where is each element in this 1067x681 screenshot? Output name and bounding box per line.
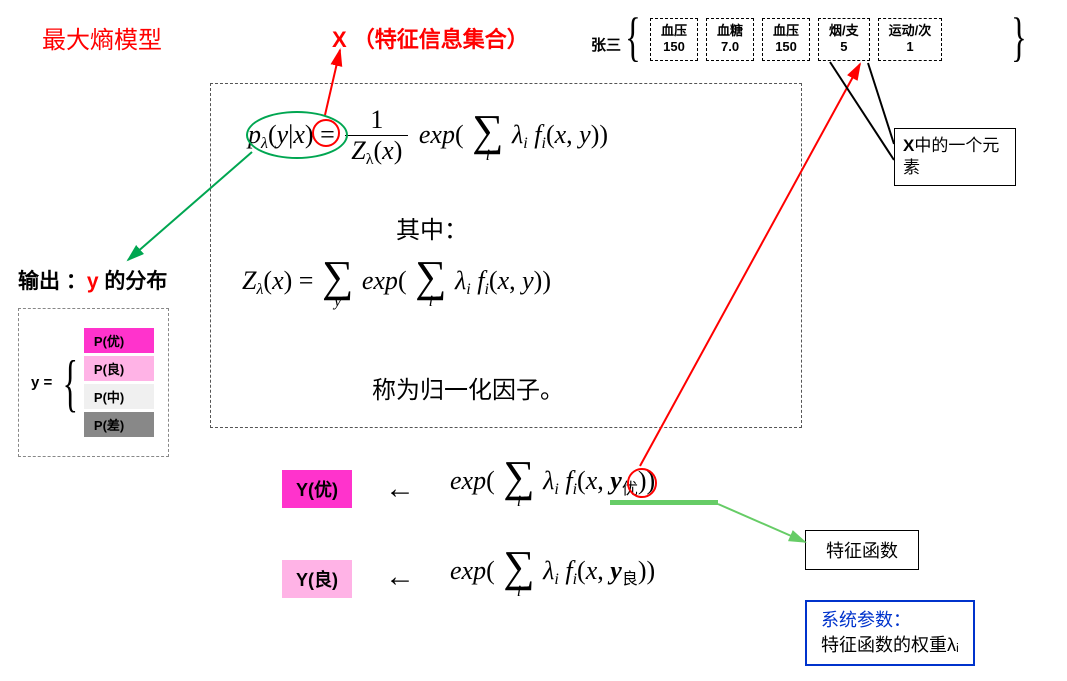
x-element-note: XX中的一个元素中的一个元素 — [894, 128, 1016, 186]
green-underline-annotation — [610, 500, 718, 505]
qizhong-label: 其中： — [396, 210, 468, 245]
arrow-left-icon: ← — [385, 560, 415, 594]
p-item: P(优) — [84, 328, 154, 353]
feature-function-note: 特征函数 — [805, 530, 919, 570]
feature-box: 血压 150 — [650, 18, 698, 61]
output-label: 输出 ：y 的分布 — [18, 265, 167, 295]
p-item: P(差) — [84, 412, 154, 437]
brace-icon: { — [62, 346, 77, 420]
x-feature-label: X （特征信息集合） — [332, 22, 529, 54]
y-distribution-box: y = { P(优) P(良) P(中) P(差) — [18, 308, 169, 457]
feature-box: 烟/支 5 — [818, 18, 870, 61]
system-param-note: 系统参数： 特征函数的权重λᵢ — [805, 600, 975, 666]
y-equals: y = — [31, 374, 52, 391]
feature-box: 血压 150 — [762, 18, 810, 61]
feature-box: 血糖 7.0 — [706, 18, 754, 61]
page-title: 最大熵模型 — [42, 20, 162, 55]
person-name: 张三 — [591, 34, 621, 55]
red-circle-x2-icon — [627, 468, 657, 498]
arrow-left-icon: ← — [385, 472, 415, 506]
output-suffix: 的分布 — [99, 270, 168, 293]
sys-param-body: 特征函数的权重λᵢ — [821, 635, 959, 655]
formula-exp-liang: exp( ∑i λi fi(x, y良)) — [450, 545, 655, 601]
y-tag-liang: Y(良) — [282, 560, 352, 598]
p-item: P(中) — [84, 384, 154, 409]
brace-right-icon: } — [1011, 10, 1027, 64]
feature-box-row: 血压 150血糖 7.0血压 150烟/支 5运动/次 1 — [650, 18, 942, 61]
normalization-label: 称为归一化因子。 — [372, 370, 564, 405]
feature-box: 运动/次 1 — [878, 18, 943, 61]
formula-z-lambda: Zλ(x) = ∑y exp( ∑i λi fi(x, y)) — [242, 255, 551, 311]
output-y: y — [87, 270, 99, 293]
brace-left-icon: { — [625, 10, 641, 64]
red-circle-x-icon — [312, 119, 340, 147]
output-prefix: 输出 ： — [18, 270, 87, 293]
p-item: P(良) — [84, 356, 154, 381]
p-list: P(优) P(良) P(中) P(差) — [84, 325, 154, 440]
sys-param-title: 系统参数： — [821, 610, 911, 630]
y-tag-you: Y(优) — [282, 470, 352, 508]
